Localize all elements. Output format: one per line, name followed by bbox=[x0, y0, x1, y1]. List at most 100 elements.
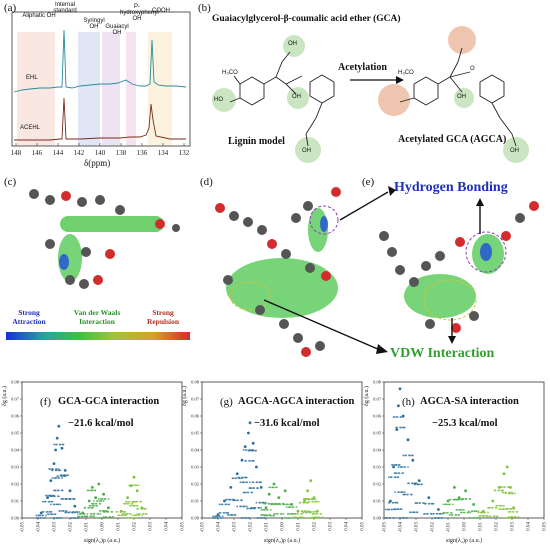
x-tick-label: 0.02 bbox=[495, 522, 500, 531]
data-point bbox=[107, 506, 110, 510]
data-point-fill bbox=[392, 501, 395, 504]
data-point-fill bbox=[92, 506, 94, 509]
data-point-fill bbox=[496, 504, 499, 507]
data-point-fill bbox=[416, 511, 419, 514]
y-tick-label: 0.00 bbox=[11, 516, 20, 521]
data-point-fill bbox=[514, 516, 517, 518]
x-tick-label: 0.04 bbox=[527, 522, 532, 531]
data-point-fill bbox=[411, 482, 414, 485]
data-point-fill bbox=[231, 514, 234, 516]
data-point-fill bbox=[392, 464, 394, 466]
y-axis-label: δg (a.u.) bbox=[363, 386, 370, 406]
data-point-fill bbox=[260, 508, 263, 511]
data-point-fill bbox=[303, 501, 306, 504]
data-point-fill bbox=[475, 510, 478, 513]
data-point-fill bbox=[134, 517, 137, 519]
data-point-fill bbox=[416, 502, 419, 504]
data-point-fill bbox=[130, 517, 133, 519]
data-point-fill bbox=[244, 491, 247, 494]
data-point-fill bbox=[73, 498, 76, 500]
data-point-fill bbox=[99, 502, 102, 505]
oh-highlight-2 bbox=[287, 87, 309, 109]
syringyl-band bbox=[78, 32, 100, 146]
gca-dimer-render bbox=[29, 189, 180, 289]
x-tick-label: -0.02 bbox=[69, 522, 74, 533]
data-point-fill bbox=[225, 503, 228, 506]
data-point-fill bbox=[455, 514, 458, 516]
y-tick-label: 0.01 bbox=[11, 499, 19, 504]
data-point-fill bbox=[401, 466, 404, 468]
y-tick-label: 0.00 bbox=[191, 516, 200, 521]
data-point bbox=[49, 479, 53, 482]
x-tick-label: -0.03 bbox=[415, 522, 420, 533]
data-point-fill bbox=[55, 477, 58, 479]
data-point bbox=[102, 492, 105, 496]
atoms-c bbox=[29, 189, 180, 289]
data-point-fill bbox=[399, 517, 402, 519]
data-point-fill bbox=[407, 493, 409, 496]
data-point-fill bbox=[411, 454, 414, 457]
data-point-fill bbox=[494, 489, 497, 492]
data-point-fill bbox=[503, 504, 505, 507]
data-point-fill bbox=[253, 487, 256, 489]
data-point-fill bbox=[446, 503, 448, 506]
x-tick-label: -0.05 bbox=[383, 522, 388, 533]
data-point-fill bbox=[94, 489, 97, 492]
y-tick-label: 0.05 bbox=[191, 431, 200, 436]
peak-aliphatic: Aliphatic OH bbox=[22, 13, 56, 19]
data-point-fill bbox=[400, 508, 403, 511]
guaiacyl-band bbox=[102, 32, 120, 146]
data-point-fill bbox=[384, 508, 387, 511]
data-point-fill bbox=[514, 492, 517, 495]
data-point-fill bbox=[55, 468, 58, 470]
data-point bbox=[60, 446, 64, 450]
data-point-fill bbox=[45, 514, 47, 517]
data-point-fill bbox=[432, 502, 435, 505]
arrow-to-vdw-d bbox=[263, 299, 381, 351]
agca-molecule bbox=[378, 26, 529, 163]
data-point-fill bbox=[239, 481, 242, 484]
atom-oh-mid-right: OH bbox=[457, 94, 466, 100]
data-point-fill bbox=[53, 517, 56, 519]
data-point-fill bbox=[389, 517, 392, 519]
data-point-fill bbox=[124, 510, 126, 513]
data-point-fill bbox=[395, 472, 398, 475]
data-point-fill bbox=[65, 511, 68, 514]
data-point-fill bbox=[70, 498, 72, 500]
data-point-fill bbox=[218, 503, 221, 506]
data-point bbox=[223, 499, 226, 503]
data-point bbox=[229, 486, 233, 489]
data-point-fill bbox=[261, 517, 264, 519]
data-point-fill bbox=[449, 498, 452, 501]
data-point-fill bbox=[128, 484, 131, 487]
hbond-spot-e bbox=[480, 243, 492, 261]
data-point-fill bbox=[444, 512, 447, 514]
data-point-fill bbox=[400, 416, 403, 418]
data-point-fill bbox=[126, 513, 129, 515]
data-point-fill bbox=[57, 468, 60, 470]
data-point-fill bbox=[49, 468, 52, 470]
data-point-fill bbox=[241, 499, 243, 502]
data-point-fill bbox=[95, 517, 97, 519]
data-point-fill bbox=[499, 508, 502, 511]
data-point-fill bbox=[273, 514, 275, 517]
data-point-fill bbox=[102, 500, 105, 502]
data-point-fill bbox=[90, 513, 93, 515]
data-point-fill bbox=[448, 514, 451, 516]
data-point-fill bbox=[302, 511, 305, 514]
data-point-fill bbox=[52, 468, 54, 470]
data-point-fill bbox=[456, 508, 459, 511]
x-tick-label: -0.03 bbox=[53, 522, 58, 533]
data-point bbox=[255, 465, 258, 469]
data-point-fill bbox=[297, 513, 299, 515]
data-point-fill bbox=[37, 517, 40, 519]
x-tick-label: -0.04 bbox=[217, 522, 222, 533]
data-point-fill bbox=[60, 474, 63, 477]
data-point-fill bbox=[471, 510, 474, 513]
y-tick-label: 0.05 bbox=[11, 431, 20, 436]
data-point-fill bbox=[426, 513, 429, 515]
data-point-fill bbox=[86, 515, 89, 518]
data-point-fill bbox=[517, 516, 520, 518]
atom-oh-cooh-right: OH bbox=[510, 148, 519, 154]
